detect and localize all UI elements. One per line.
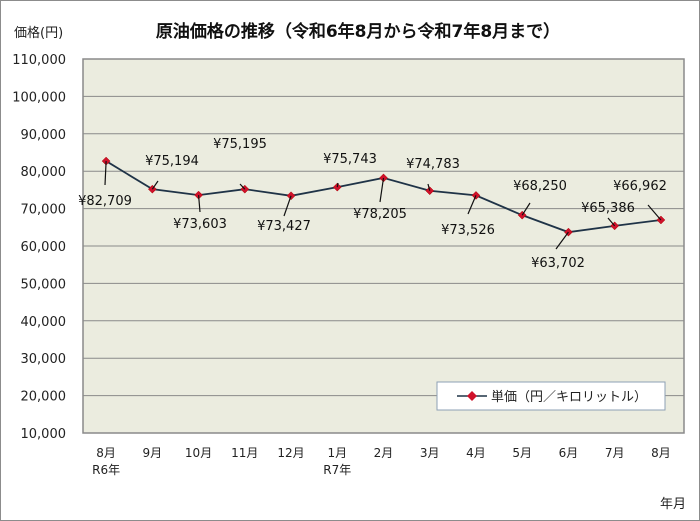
- data-label-leader: [427, 183, 431, 191]
- data-label-leader: [467, 195, 477, 215]
- y-tick-label: 10,000: [21, 427, 67, 442]
- y-tick-label: 100,000: [12, 90, 66, 105]
- data-label: ¥75,194: [145, 154, 199, 169]
- x-tick-label: 8月: [651, 446, 671, 460]
- y-tick-label: 110,000: [12, 53, 66, 68]
- legend: 単価（円／キロリットル）: [436, 381, 666, 411]
- data-label-leader: [607, 217, 616, 227]
- x-tick-label: 10月: [185, 446, 212, 460]
- y-tick-label: 20,000: [21, 390, 67, 405]
- data-label: ¥74,783: [406, 157, 460, 172]
- data-point-marker: [517, 210, 527, 220]
- x-tick-label: 4月: [466, 446, 486, 460]
- data-label-leader: [379, 177, 385, 203]
- data-label-leader: [521, 202, 531, 216]
- x-tick-label: 12月: [277, 446, 304, 460]
- data-label-leader: [283, 195, 292, 217]
- x-tick-label: 3月: [420, 446, 440, 460]
- y-axis-label: 価格(円): [14, 25, 63, 41]
- data-label-leader: [151, 180, 159, 190]
- data-label: ¥65,386: [581, 201, 635, 216]
- x-axis-label: 年月: [660, 497, 686, 512]
- y-tick-label: 70,000: [21, 203, 67, 218]
- data-label: ¥75,743: [323, 152, 377, 167]
- x-tick-label: 11月: [231, 446, 258, 460]
- y-tick-label: 60,000: [21, 240, 67, 255]
- data-label: ¥63,702: [531, 256, 585, 271]
- x-tick-label: 6月: [559, 446, 579, 460]
- y-tick-label: 80,000: [21, 165, 67, 180]
- data-label-leader: [197, 195, 201, 213]
- data-label: ¥66,962: [613, 179, 667, 194]
- y-tick-label: 40,000: [21, 315, 67, 330]
- legend-label: 単価（円／キロリットル）: [491, 389, 647, 405]
- data-label: ¥68,250: [513, 179, 567, 194]
- x-tick-label: 8月: [96, 446, 116, 460]
- data-label-leader: [555, 231, 569, 250]
- data-label: ¥73,526: [441, 223, 495, 238]
- x-tick-label: 9月: [143, 446, 163, 460]
- data-label: ¥73,427: [257, 219, 311, 234]
- x-tick-label: 5月: [512, 446, 532, 460]
- data-point-marker: [425, 186, 435, 196]
- data-label-leader: [336, 182, 339, 188]
- x-tick-label: 1月: [327, 446, 347, 460]
- data-label: ¥78,205: [353, 207, 407, 222]
- data-label: ¥75,195: [213, 137, 267, 152]
- x-tick-sublabel: R6年: [92, 463, 120, 477]
- y-tick-label: 50,000: [21, 277, 67, 292]
- data-label: ¥82,709: [78, 194, 132, 209]
- data-label-leader: [647, 204, 662, 221]
- data-label-leader: [104, 161, 107, 186]
- y-tick-label: 90,000: [21, 128, 67, 143]
- x-tick-label: 7月: [605, 446, 625, 460]
- chart-title: 原油価格の推移（令和6年8月から令和7年8月まで）: [156, 21, 560, 42]
- x-tick-sublabel: R7年: [323, 463, 351, 477]
- y-tick-label: 30,000: [21, 352, 67, 367]
- x-tick-label: 2月: [374, 446, 394, 460]
- data-label-leader: [239, 183, 246, 190]
- data-label: ¥73,603: [173, 217, 227, 232]
- legend-marker-icon: [467, 391, 477, 401]
